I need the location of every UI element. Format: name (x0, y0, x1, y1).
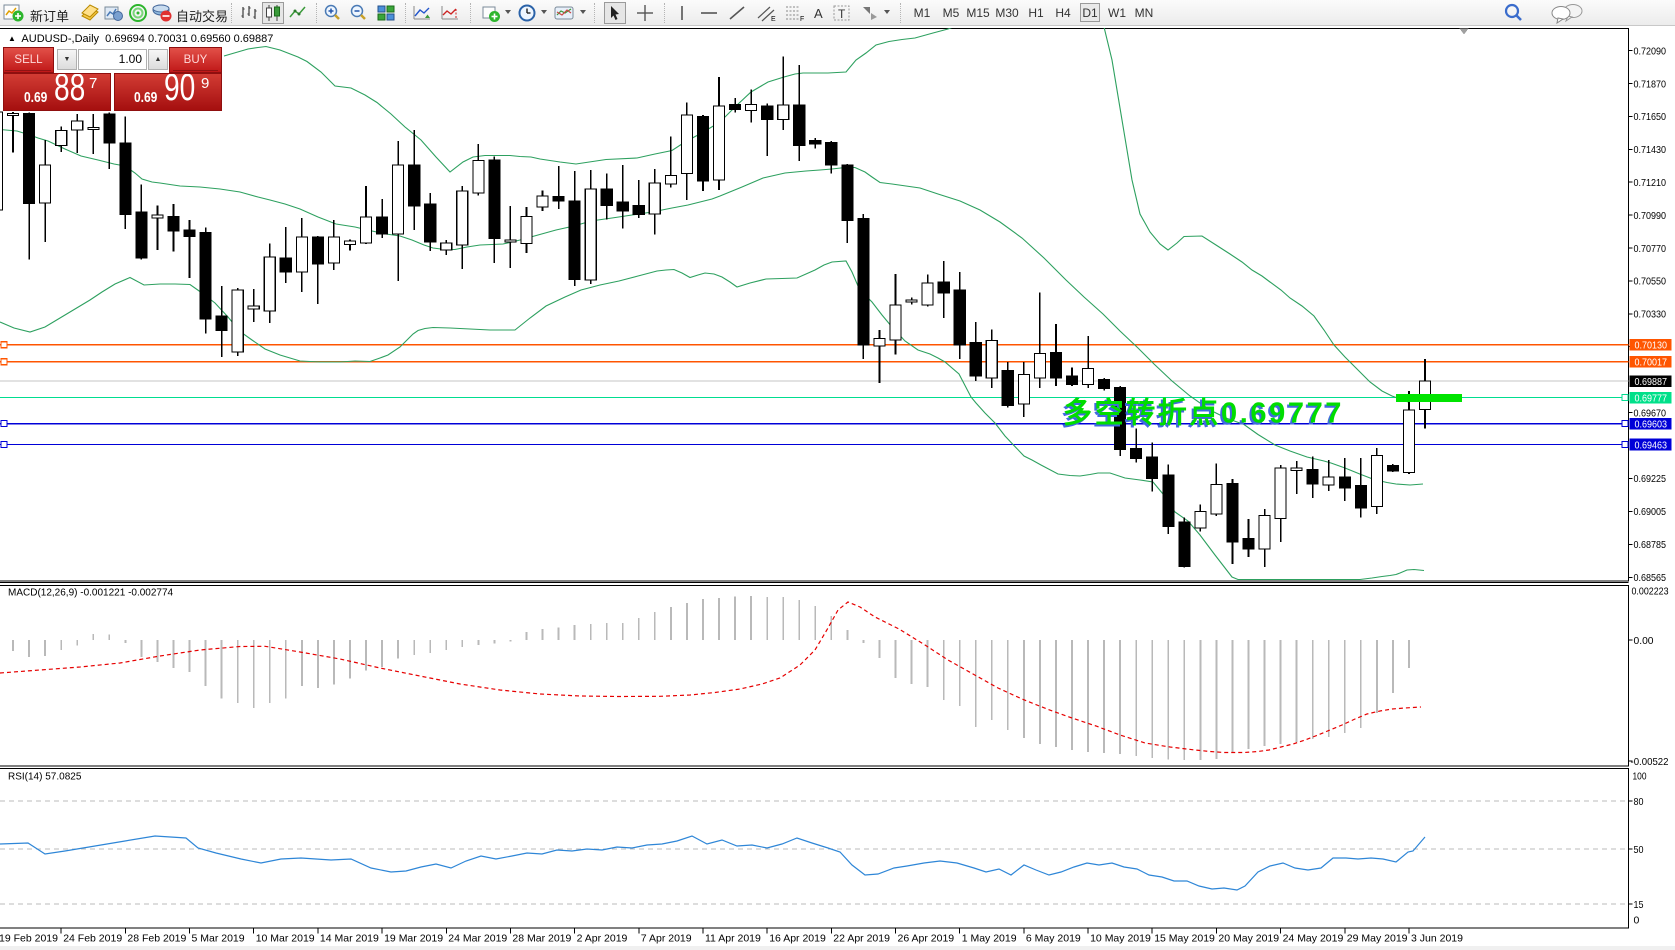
svg-text:0.69005: 0.69005 (1634, 506, 1667, 518)
svg-text:80: 80 (1634, 796, 1644, 808)
svg-text:14 Mar 2019: 14 Mar 2019 (320, 933, 379, 945)
svg-text:6 May 2019: 6 May 2019 (1026, 933, 1081, 945)
svg-text:1 May 2019: 1 May 2019 (962, 933, 1017, 945)
svg-text:0.70550: 0.70550 (1634, 276, 1667, 288)
svg-text:0.68565: 0.68565 (1634, 572, 1667, 584)
svg-text:28 Mar 2019: 28 Mar 2019 (512, 933, 571, 945)
svg-text:0.70017: 0.70017 (1635, 357, 1668, 369)
svg-text:-0.00522: -0.00522 (1631, 756, 1669, 768)
svg-text:22 Apr 2019: 22 Apr 2019 (833, 933, 890, 945)
svg-text:0: 0 (1634, 915, 1640, 927)
svg-text:24 May 2019: 24 May 2019 (1283, 933, 1344, 945)
svg-text:0.69463: 0.69463 (1635, 439, 1668, 451)
svg-text:2 Apr 2019: 2 Apr 2019 (577, 933, 628, 945)
svg-text:0.71650: 0.71650 (1634, 111, 1667, 123)
svg-text:26 Apr 2019: 26 Apr 2019 (898, 933, 955, 945)
svg-text:0.002223: 0.002223 (1632, 586, 1669, 598)
svg-text:0.70330: 0.70330 (1634, 309, 1667, 321)
svg-text:10 May 2019: 10 May 2019 (1090, 933, 1151, 945)
svg-text:0.69887: 0.69887 (1635, 376, 1668, 388)
svg-text:0.69225: 0.69225 (1634, 473, 1667, 485)
svg-text:MACD(12,26,9) -0.001221 -0.002: MACD(12,26,9) -0.001221 -0.002774 (8, 588, 174, 599)
svg-text:29 May 2019: 29 May 2019 (1347, 933, 1408, 945)
svg-text:5 Mar 2019: 5 Mar 2019 (192, 933, 245, 945)
svg-text:24 Feb 2019: 24 Feb 2019 (63, 933, 122, 945)
svg-text:A: A (814, 6, 823, 21)
svg-text:15: 15 (1634, 899, 1644, 911)
svg-text:24 Mar 2019: 24 Mar 2019 (448, 933, 507, 945)
svg-text:0.69670: 0.69670 (1634, 407, 1667, 419)
svg-text:11 Apr 2019: 11 Apr 2019 (705, 933, 761, 945)
svg-text:19 Feb 2019: 19 Feb 2019 (0, 933, 58, 945)
svg-text:0.70770: 0.70770 (1634, 243, 1667, 255)
svg-text:10 Mar 2019: 10 Mar 2019 (256, 933, 315, 945)
svg-text:100: 100 (1633, 771, 1647, 783)
svg-text:0.72090: 0.72090 (1634, 45, 1667, 57)
svg-text:0.71430: 0.71430 (1634, 144, 1667, 156)
svg-text:15 May 2019: 15 May 2019 (1154, 933, 1215, 945)
svg-text:28 Feb 2019: 28 Feb 2019 (127, 933, 186, 945)
svg-text:7 Apr 2019: 7 Apr 2019 (641, 933, 692, 945)
svg-text:0.00: 0.00 (1634, 635, 1654, 647)
svg-text:RSI(14) 57.0825: RSI(14) 57.0825 (8, 772, 82, 783)
svg-text:多空转折点0.69777: 多空转折点0.69777 (1063, 396, 1344, 430)
svg-text:0.71210: 0.71210 (1634, 177, 1667, 189)
svg-text:16 Apr 2019: 16 Apr 2019 (769, 933, 826, 945)
svg-text:T: T (838, 7, 846, 21)
svg-text:0.70130: 0.70130 (1635, 340, 1668, 352)
svg-text:20 May 2019: 20 May 2019 (1218, 933, 1279, 945)
svg-text:19 Mar 2019: 19 Mar 2019 (384, 933, 443, 945)
svg-text:50: 50 (1634, 844, 1644, 856)
svg-text:0.68785: 0.68785 (1634, 539, 1667, 551)
svg-text:3 Jun 2019: 3 Jun 2019 (1411, 933, 1463, 945)
svg-text:0.69777: 0.69777 (1635, 392, 1668, 404)
svg-text:F: F (800, 16, 804, 22)
svg-text:0.69603: 0.69603 (1635, 418, 1668, 430)
svg-text:0.71870: 0.71870 (1634, 78, 1667, 90)
svg-text:0.70990: 0.70990 (1634, 210, 1667, 222)
svg-text:E: E (771, 16, 776, 22)
